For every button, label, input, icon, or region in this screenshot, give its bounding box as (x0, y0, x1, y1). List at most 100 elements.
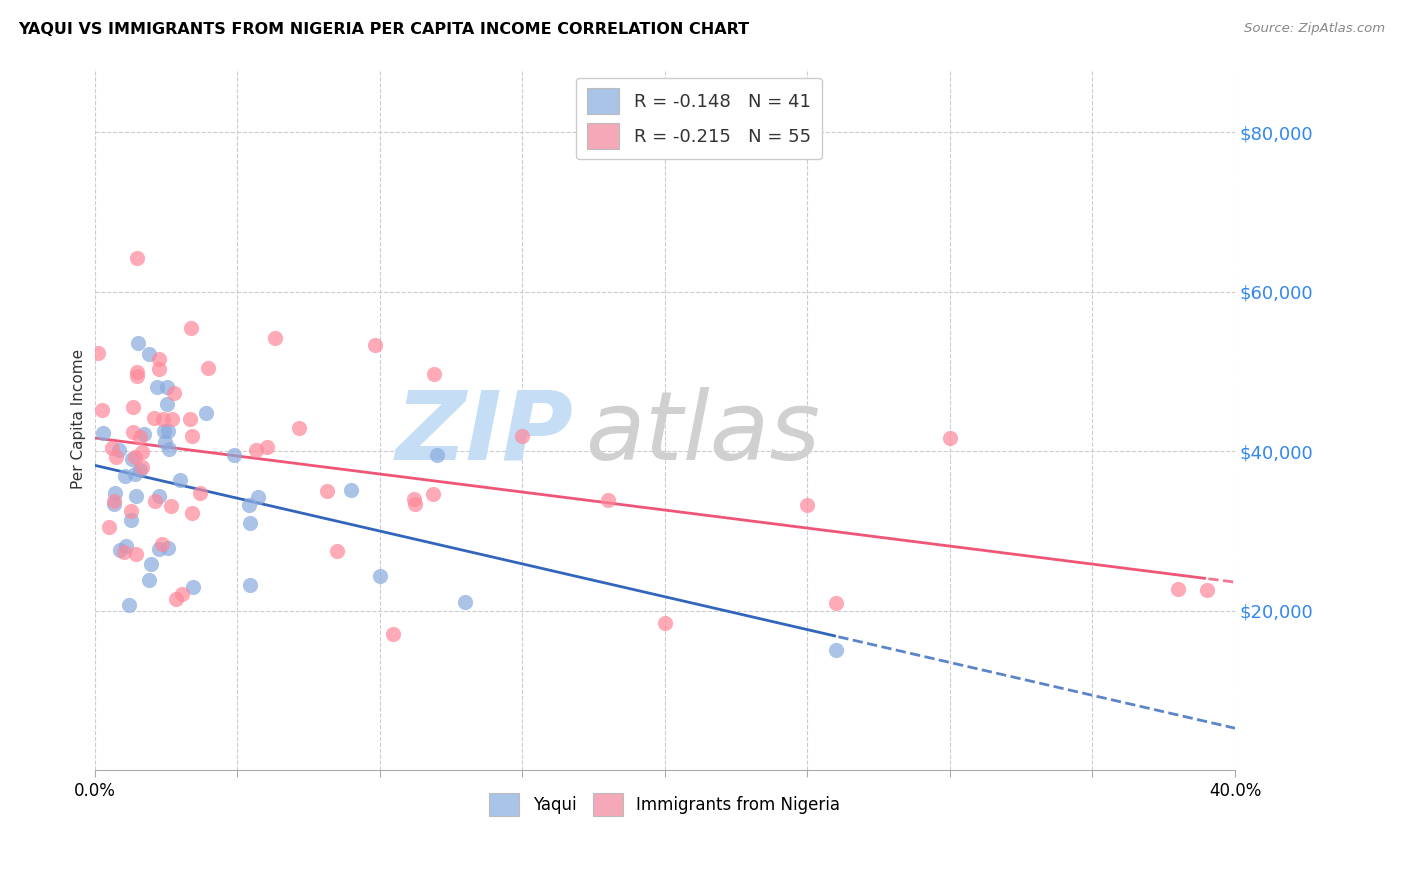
Point (1195, 582, 1218, 597)
Point (825, 643, 848, 657)
Point (98, 520, 121, 534)
Point (125, 251, 148, 265)
Point (160, 412, 183, 426)
Point (145, 380, 167, 394)
Point (103, 497, 125, 511)
Point (124, 547, 146, 561)
Point (287, 420, 309, 434)
Y-axis label: Per Capita Income: Per Capita Income (72, 349, 86, 490)
Point (148, 489, 170, 503)
Point (122, 400, 145, 414)
Point (197, 361, 219, 376)
Point (138, 347, 160, 361)
Point (148, 542, 170, 557)
Point (157, 541, 180, 556)
Point (180, 321, 202, 335)
Point (165, 591, 187, 606)
Point (316, 483, 339, 498)
Point (264, 331, 287, 345)
Point (404, 497, 426, 511)
Text: YAQUI VS IMMIGRANTS FROM NIGERIA PER CAPITA INCOME CORRELATION CHART: YAQUI VS IMMIGRANTS FROM NIGERIA PER CAP… (18, 22, 749, 37)
Point (1167, 582, 1189, 596)
Point (125, 489, 148, 503)
Point (256, 440, 278, 454)
Point (179, 411, 201, 425)
Point (132, 427, 155, 442)
Point (364, 338, 387, 352)
Point (245, 443, 267, 458)
Point (422, 486, 444, 500)
Point (118, 598, 141, 612)
Point (121, 425, 143, 440)
Point (148, 352, 170, 367)
Point (181, 580, 204, 594)
Point (156, 380, 179, 394)
Point (381, 627, 404, 641)
Point (127, 365, 149, 379)
Point (121, 451, 143, 466)
Point (426, 448, 449, 462)
Point (131, 445, 153, 459)
Point (127, 336, 149, 351)
Point (238, 499, 260, 513)
Point (138, 573, 160, 587)
Point (160, 500, 183, 514)
Point (596, 492, 619, 507)
Point (114, 469, 136, 483)
Point (91, 425, 114, 440)
Point (153, 424, 176, 438)
Point (152, 412, 174, 426)
Point (139, 557, 162, 571)
Point (129, 463, 152, 477)
Point (510, 429, 533, 443)
Point (103, 493, 125, 508)
Point (404, 492, 426, 507)
Point (108, 442, 131, 457)
Point (101, 442, 124, 456)
Point (156, 424, 179, 438)
Point (105, 450, 128, 464)
Point (172, 587, 194, 601)
Point (239, 516, 262, 531)
Point (368, 569, 391, 583)
Point (120, 513, 142, 527)
Point (112, 545, 135, 559)
Point (939, 432, 962, 446)
Point (163, 386, 186, 401)
Text: atlas: atlas (585, 387, 820, 480)
Point (181, 506, 204, 520)
Point (91, 402, 114, 417)
Point (195, 406, 218, 420)
Point (246, 490, 269, 504)
Point (654, 615, 676, 630)
Point (104, 486, 127, 500)
Point (454, 595, 477, 609)
Point (188, 486, 211, 500)
Point (120, 504, 142, 518)
Point (143, 411, 166, 425)
Point (153, 435, 176, 450)
Point (87, 345, 110, 359)
Point (157, 442, 180, 456)
Point (148, 362, 170, 376)
Text: ZIP: ZIP (395, 387, 574, 480)
Point (239, 578, 262, 592)
Point (125, 368, 148, 383)
Point (326, 544, 349, 558)
Point (423, 368, 446, 382)
Point (340, 483, 363, 497)
Point (180, 429, 202, 443)
Point (108, 542, 131, 557)
Point (124, 467, 146, 481)
Point (169, 474, 191, 488)
Point (224, 448, 246, 462)
Point (131, 459, 153, 474)
Point (124, 450, 146, 464)
Text: Source: ZipAtlas.com: Source: ZipAtlas.com (1244, 22, 1385, 36)
Point (145, 493, 167, 508)
Point (115, 539, 138, 553)
Point (796, 498, 818, 512)
Point (825, 597, 848, 611)
Point (129, 430, 152, 444)
Point (156, 397, 179, 411)
